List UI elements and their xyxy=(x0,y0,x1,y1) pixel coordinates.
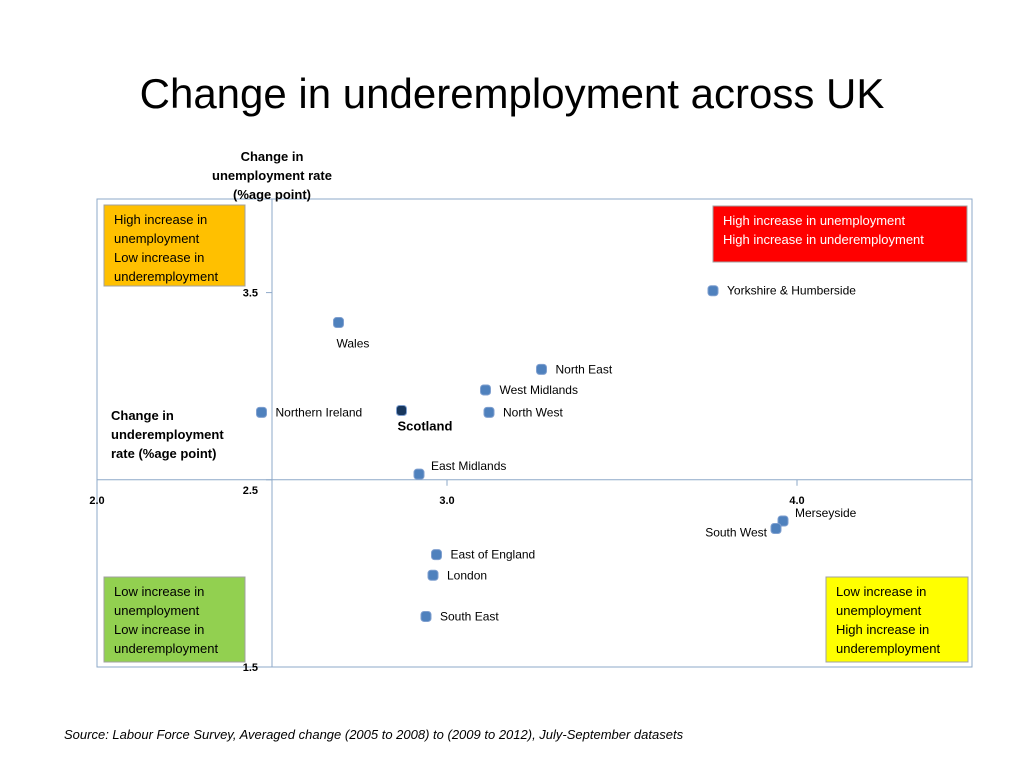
point-label-south-east: South East xyxy=(440,609,499,623)
point-east-midlands xyxy=(413,468,425,480)
point-london xyxy=(427,569,439,581)
point-wales xyxy=(333,317,344,329)
point-west-midlands xyxy=(480,384,491,396)
x-tick-label: 2.0 xyxy=(89,495,104,507)
point-label-merseyside: Merseyside xyxy=(795,506,857,520)
slide-title: Change in underemployment across UK xyxy=(139,70,885,117)
point-south-east xyxy=(420,610,432,622)
y-tick-label: 2.5 xyxy=(243,485,258,497)
quadrant-box-text: High increase in unemployment High increa… xyxy=(723,213,924,247)
point-label-east-midlands: East Midlands xyxy=(431,459,506,473)
point-label-east-of-england: East of England xyxy=(451,548,536,562)
point-northern-ireland xyxy=(256,406,267,418)
point-yorkshire-humberside xyxy=(707,285,719,297)
point-merseyside xyxy=(777,515,789,527)
point-label-south-west: South West xyxy=(705,525,767,539)
quadrant-box-text: High increase in unemployment Low increase… xyxy=(114,212,218,284)
quadrant-box-background xyxy=(712,205,968,263)
y-axis-title: Change in unemployment rate (%age point) xyxy=(212,149,332,202)
point-label-west-midlands: West Midlands xyxy=(500,383,578,397)
x-axis-title: Change in underemployment rate (%age point… xyxy=(111,408,224,461)
axes-layer: 2.0 3.0 4.0 1.5 2.5 3.5 Change in unemployment … xyxy=(89,149,972,674)
quadrant-box-top-right: High increase in unemployment High increa… xyxy=(712,205,968,263)
source-note: Source: Labour Force Survey, Averaged ch… xyxy=(64,727,684,742)
point-label-north-east: North East xyxy=(556,362,613,376)
quadrant-box-top-left: High increase in unemployment Low increase… xyxy=(103,204,246,287)
point-north-west xyxy=(483,406,495,418)
quadrant-box-text: Low increase in unemployment High increase… xyxy=(836,584,940,656)
plot-area-border xyxy=(96,198,973,668)
y-tick-label: 1.5 xyxy=(243,662,258,674)
quadrant-box-background xyxy=(825,576,969,663)
quadrant-box-background xyxy=(103,576,246,663)
y-tick-label: 3.5 xyxy=(243,288,258,300)
point-south-west xyxy=(770,522,782,534)
point-scotland xyxy=(396,405,407,417)
point-east-of-england xyxy=(431,549,442,561)
point-label-north-west: North West xyxy=(503,405,563,419)
point-north-east xyxy=(536,363,547,375)
quadrant-box-bottom-left: Low increase in unemployment Low increase … xyxy=(103,576,246,663)
point-label-northern-ireland: Northern Ireland xyxy=(276,405,363,419)
point-label-wales: Wales xyxy=(337,337,370,351)
point-label-scotland: Scotland xyxy=(398,419,453,434)
quadrant-box-background xyxy=(103,204,246,287)
quadrant-box-bottom-right: Low increase in unemployment High increase… xyxy=(825,576,969,663)
x-tick-label: 4.0 xyxy=(789,495,804,507)
quadrant-box-text: Low increase in unemployment Low increase … xyxy=(114,584,218,656)
point-label-london: London xyxy=(447,568,487,582)
data-points: Yorkshire & Humberside Wales North East Wes… xyxy=(256,284,857,623)
quadrant-boxes: High increase in unemployment Low increase… xyxy=(103,204,969,663)
point-label-yorkshire-humberside: Yorkshire & Humberside xyxy=(727,284,856,298)
x-tick-label: 3.0 xyxy=(439,495,454,507)
